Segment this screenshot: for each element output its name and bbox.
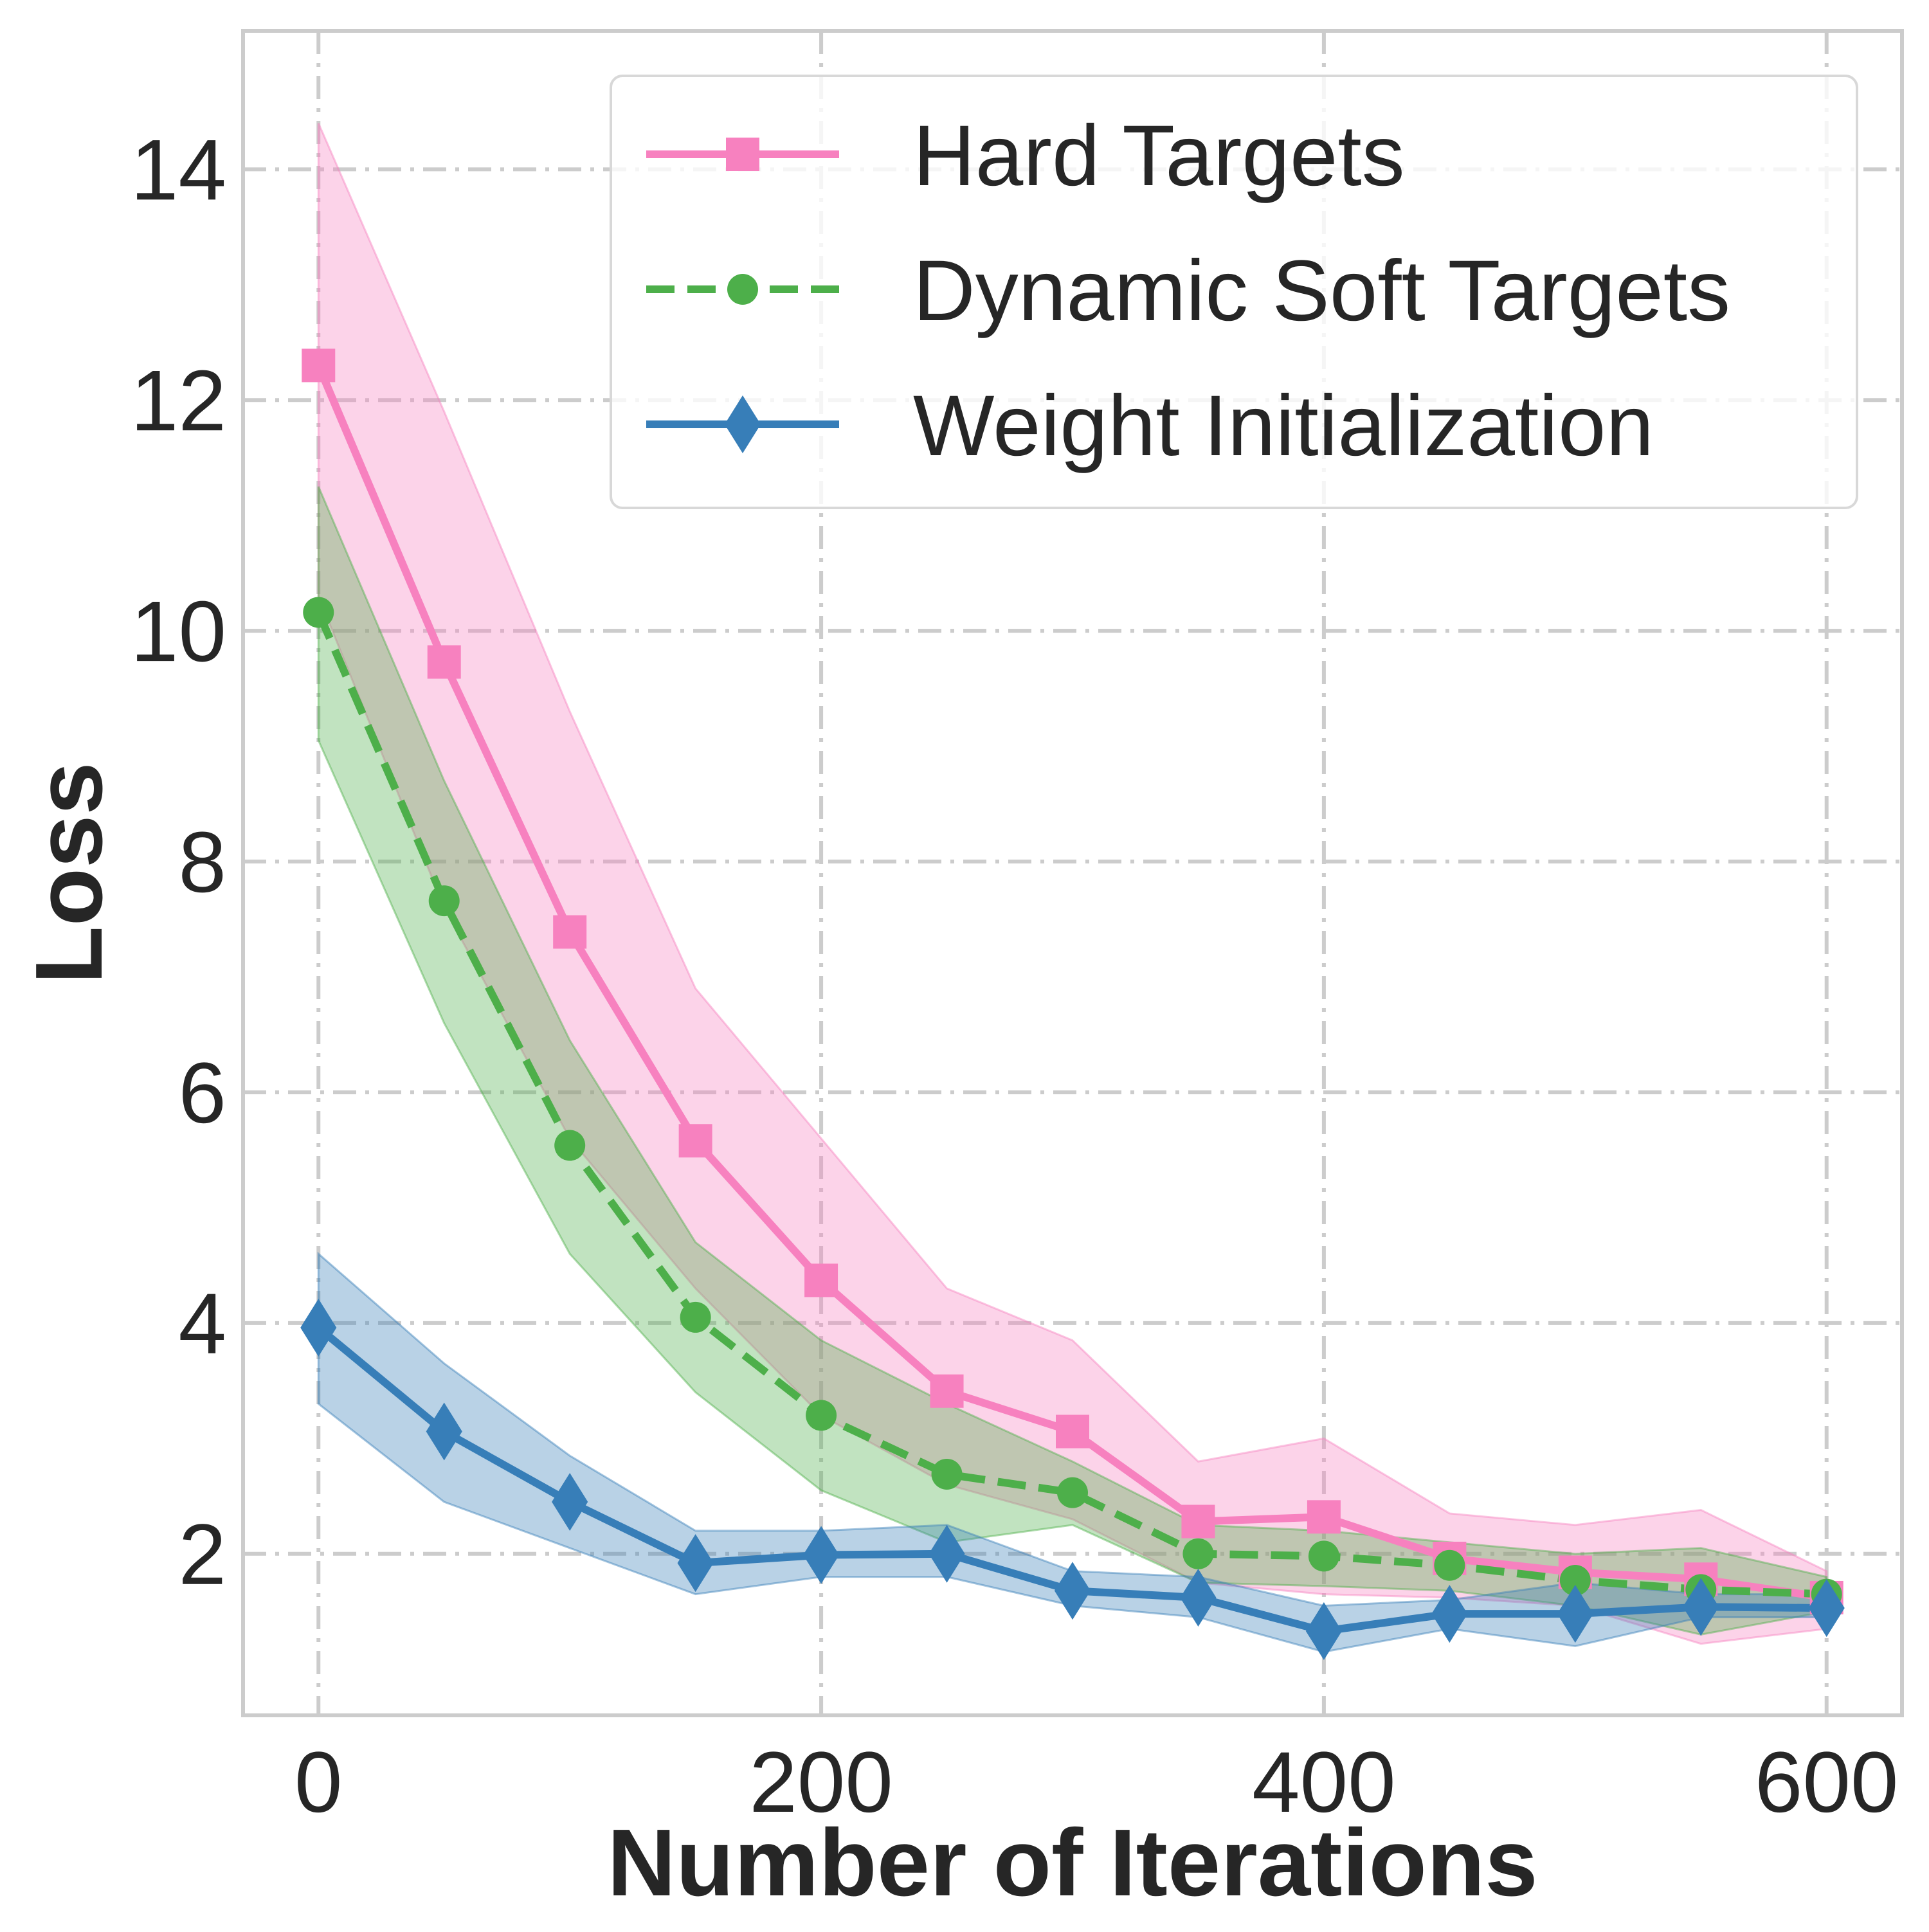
dynamic-soft-targets-point: [1308, 1540, 1339, 1572]
legend-label: Weight Initialization: [913, 378, 1654, 474]
y-tick-label: 8: [178, 815, 226, 910]
y-tick-label: 2: [178, 1507, 226, 1603]
weight-initialization-point: [803, 1526, 840, 1584]
hard-targets-point: [1307, 1500, 1341, 1534]
dynamic-soft-targets-point: [806, 1400, 837, 1431]
hard-targets-point: [553, 915, 587, 949]
y-tick-label: 10: [131, 584, 226, 680]
legend-swatch-marker: [726, 138, 759, 171]
y-tick-label: 12: [131, 353, 226, 449]
x-tick-label: 400: [1252, 1735, 1396, 1830]
dynamic-soft-targets-point: [1182, 1538, 1214, 1569]
dynamic-soft-targets-point: [428, 885, 460, 917]
legend-item-hard-targets: Hard Targets: [646, 108, 1405, 204]
x-tick-label: 0: [294, 1735, 343, 1830]
y-tick-label: 14: [131, 122, 226, 218]
y-tick-label: 4: [178, 1276, 226, 1372]
dynamic-soft-targets-point: [1057, 1477, 1088, 1508]
dynamic-soft-targets-point: [1434, 1549, 1465, 1581]
weight-initialization-point: [1180, 1568, 1217, 1627]
weight-initialization-point: [426, 1402, 462, 1461]
x-tick-label: 600: [1755, 1735, 1899, 1830]
legend-swatch-marker: [727, 274, 758, 305]
x-tick-label: 200: [749, 1735, 893, 1830]
weight-initialization-point: [300, 1299, 337, 1357]
plot-frame: [241, 29, 1904, 1717]
hard-targets-point: [1181, 1504, 1215, 1539]
legend-swatch-marker: [724, 395, 761, 453]
weight-initialization-point: [1683, 1578, 1719, 1636]
hard-targets-point: [427, 645, 461, 679]
hard-targets-point: [804, 1263, 838, 1297]
legend-box: [610, 75, 1858, 509]
dynamic-soft-targets-point: [1559, 1565, 1591, 1596]
weight-initialization-point: [928, 1524, 965, 1583]
tick-labels: 0 200 400 600 2 4 6 8 10 12 14: [131, 122, 1899, 1830]
dynamic-soft-targets-point: [931, 1458, 963, 1490]
legend-label: Dynamic Soft Targets: [913, 243, 1730, 339]
dynamic-soft-targets-point: [554, 1130, 586, 1161]
hard-targets-point: [930, 1374, 964, 1408]
dynamic-soft-targets-point: [303, 597, 334, 628]
series-markers: [300, 348, 1845, 1660]
y-axis-title: Loss: [16, 762, 122, 984]
weight-initialization-point: [552, 1473, 588, 1531]
hard-targets-point: [678, 1124, 712, 1158]
weight-initialization-point: [1557, 1585, 1593, 1643]
hard-targets-point: [1056, 1414, 1089, 1449]
weight-initialization-point: [1431, 1585, 1468, 1643]
legend: Hard Targets Dynamic Soft Targets Weight I…: [610, 75, 1858, 509]
legend-item-weight-initialization: Weight Initialization: [646, 378, 1654, 474]
legend-label: Hard Targets: [913, 108, 1405, 204]
weight-initialization-point: [677, 1534, 714, 1593]
dynamic-soft-targets-point: [680, 1301, 711, 1333]
x-axis-title: Number of Iterations: [607, 1810, 1537, 1916]
weight-initialization-point: [1054, 1562, 1091, 1620]
weight-initialization-point: [1305, 1602, 1342, 1660]
hard-targets-point: [302, 348, 336, 383]
legend-item-dynamic-soft-targets: Dynamic Soft Targets: [646, 243, 1730, 339]
weight-initialization-point: [1808, 1579, 1845, 1638]
y-tick-label: 6: [178, 1045, 226, 1141]
